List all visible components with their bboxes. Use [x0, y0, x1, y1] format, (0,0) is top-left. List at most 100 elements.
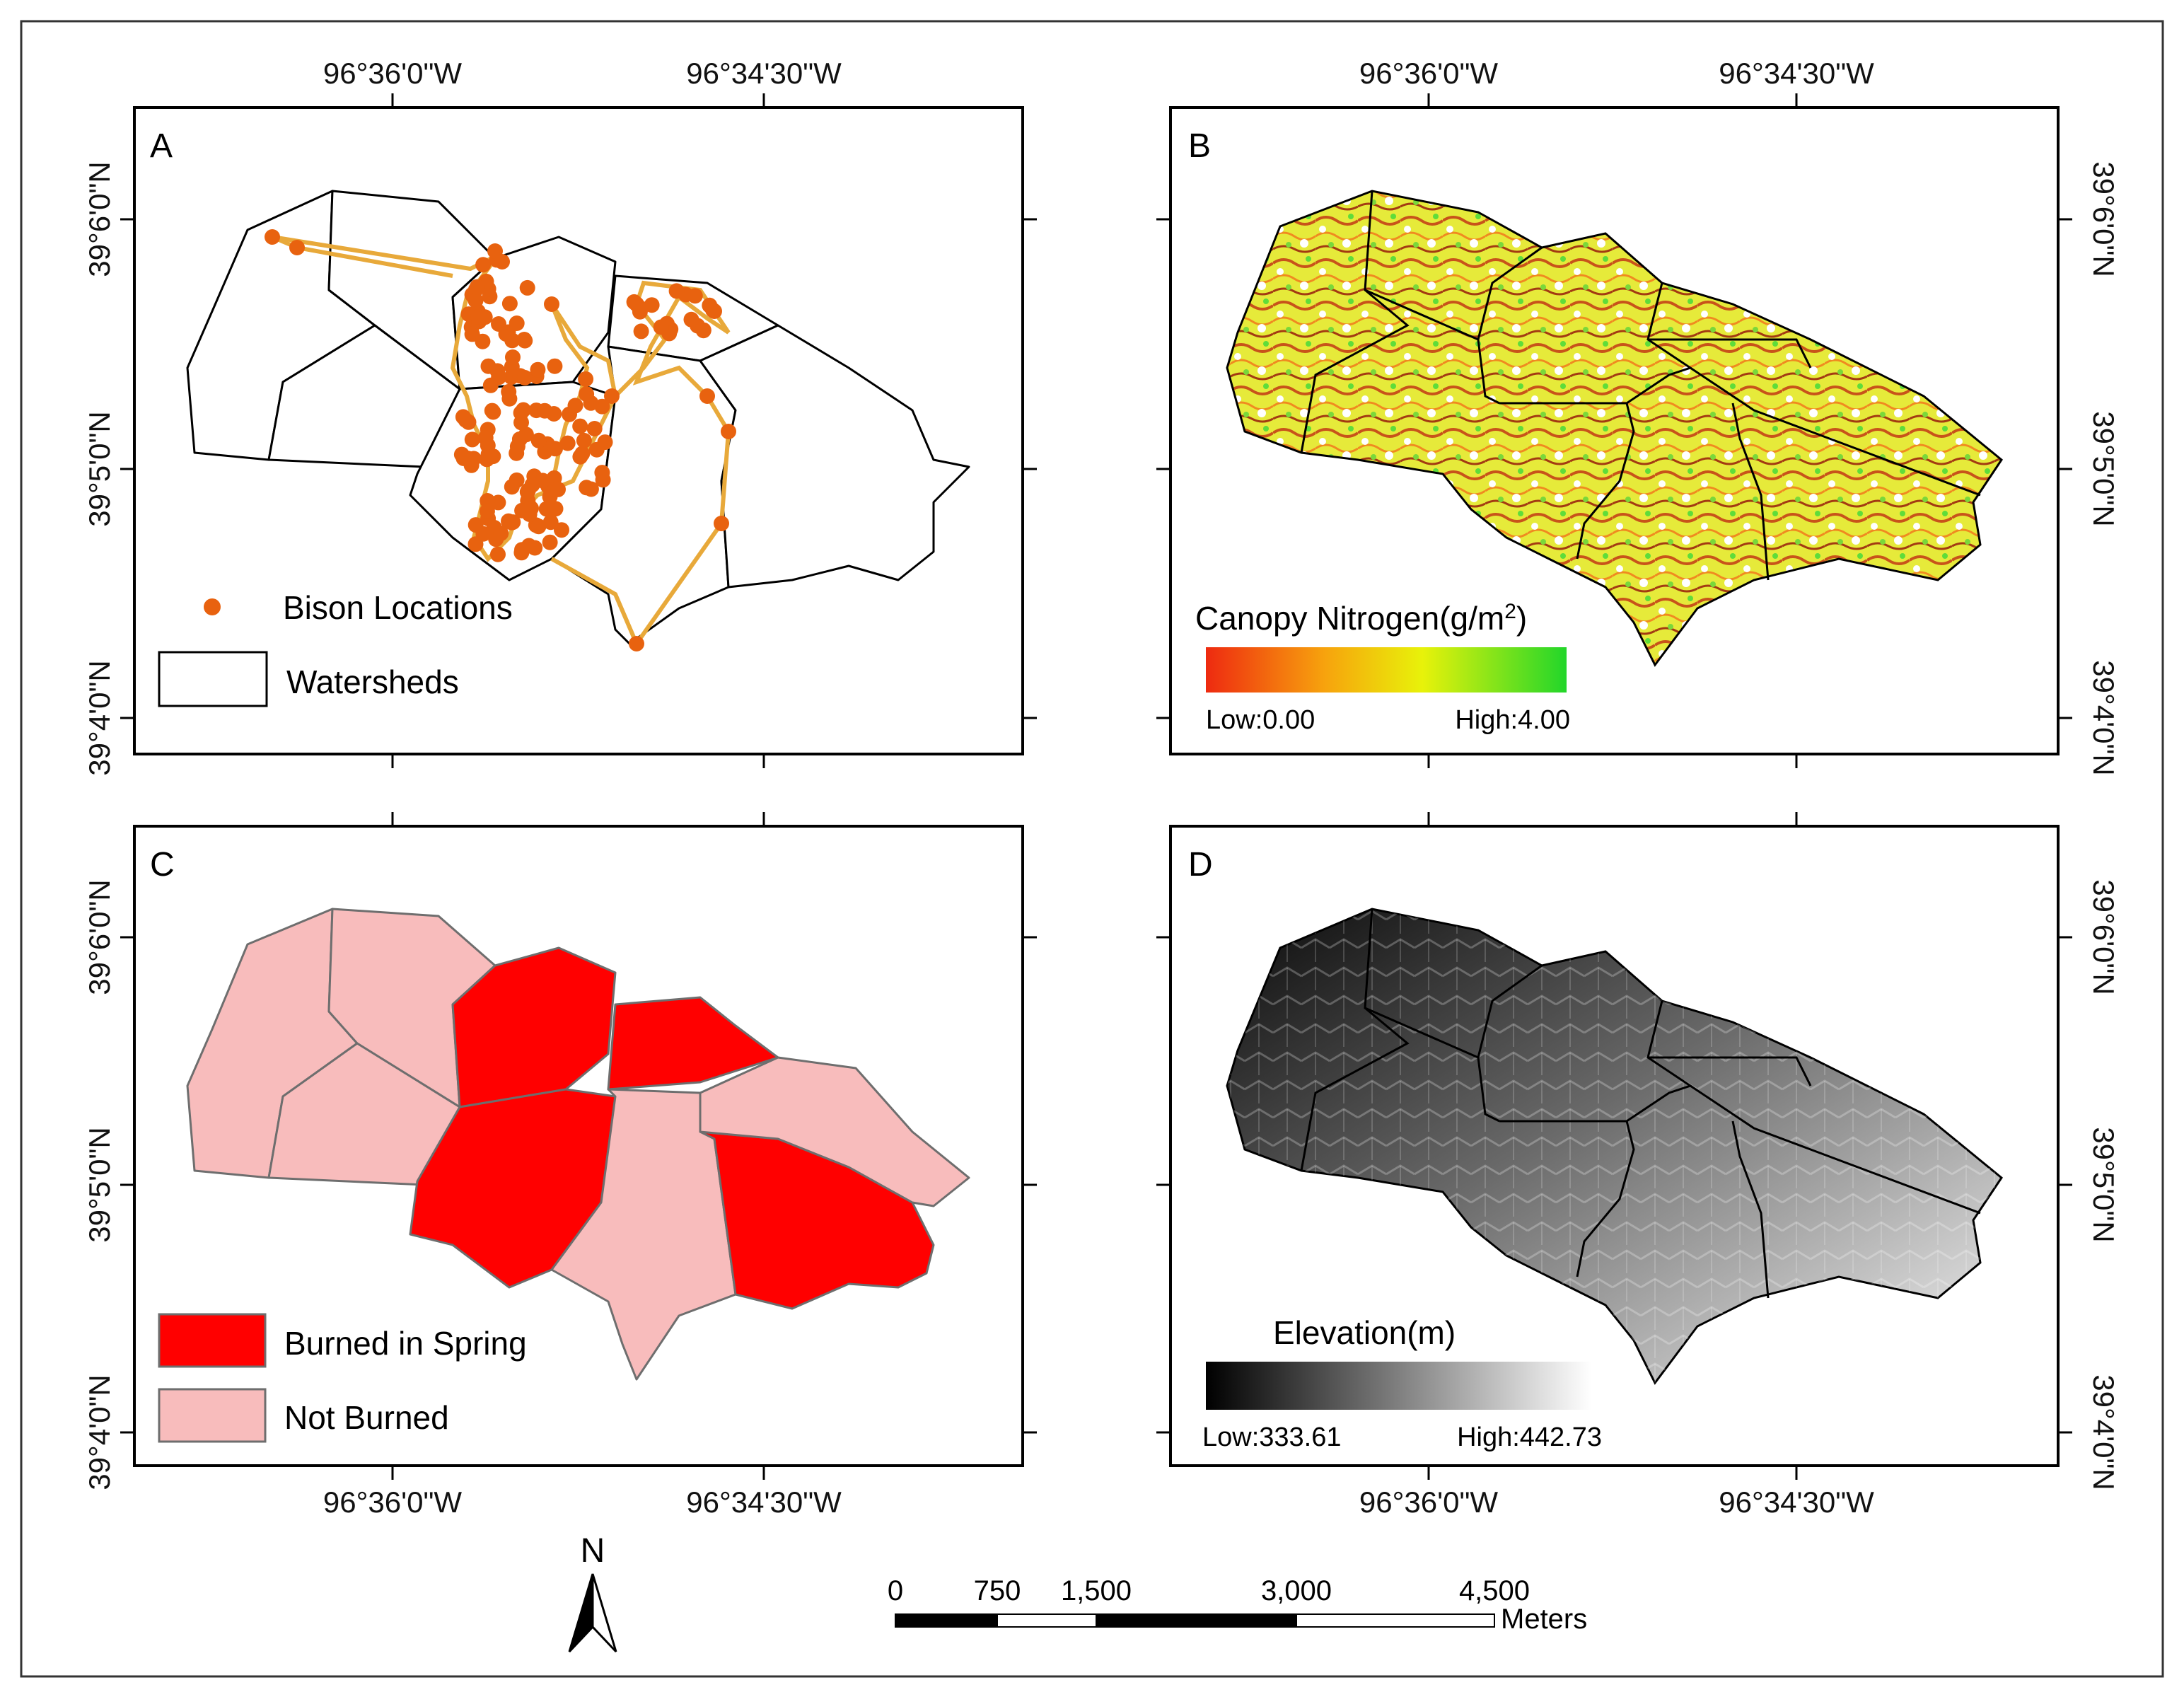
bison-location-point	[574, 446, 591, 462]
panel-c-lat-top: 39°6'0"N	[83, 879, 116, 995]
bison-location-point	[699, 388, 715, 404]
scale-bar: 0 750 1,500 3,000 4,500 Meters	[888, 1575, 1587, 1635]
bison-location-point	[484, 402, 500, 419]
panel-a-lat-mid: 39°5'0"N	[83, 411, 116, 527]
bison-location-point	[559, 435, 576, 451]
bison-location-point	[586, 421, 603, 436]
bison-location-point	[547, 501, 564, 517]
bison-location-point	[467, 292, 484, 308]
legend-elevation-low: Low:333.61	[1202, 1422, 1342, 1452]
panel-a-label: A	[150, 127, 173, 165]
bison-location-point	[467, 517, 484, 533]
panel-c-label: C	[150, 846, 175, 883]
panel-d-lat-top: 39°6'0"N	[2087, 879, 2120, 995]
bison-location-point	[519, 279, 535, 296]
bison-location-point	[537, 402, 553, 419]
bison-location-point	[572, 418, 588, 434]
bison-location-point	[516, 369, 533, 386]
bison-location-point	[509, 315, 525, 331]
panel-a-ticks	[120, 93, 1037, 768]
panel-a-lon-west: 96°36'0"W	[323, 57, 463, 90]
bison-location-point	[629, 296, 644, 312]
panel-c-lat-mid: 39°5'0"N	[83, 1127, 116, 1243]
bison-location-point	[530, 361, 546, 378]
legend-burned-symbol	[158, 1313, 267, 1368]
bison-location-point	[501, 296, 518, 312]
bison-location-point	[477, 309, 493, 325]
scale-unit: Meters	[1501, 1604, 1587, 1635]
panel-d-lon-west: 96°36'0"W	[1359, 1485, 1499, 1519]
panel-b-watershed-lines	[1300, 190, 1981, 581]
bison-location-point	[530, 432, 547, 448]
bison-location-point	[467, 536, 484, 552]
panel-a-lon-east: 96°34'30"W	[686, 57, 842, 90]
panel-d-legend: Elevation(m) Low:333.61 High:442.73	[1202, 1314, 1602, 1452]
bison-location-point	[683, 311, 699, 328]
panel-c-watersheds	[186, 908, 970, 1381]
bison-location-point	[583, 481, 599, 497]
bison-location-point	[265, 229, 280, 245]
bison-location-point	[567, 398, 583, 414]
panel-a: A Bison Locations Watersheds	[83, 57, 1037, 776]
legend-elevation-title: Elevation(m)	[1273, 1314, 1456, 1351]
bison-location-point	[578, 371, 594, 387]
legend-elevation-ramp	[1206, 1362, 1591, 1410]
bison-location-point	[550, 481, 566, 497]
bison-location-point	[530, 518, 547, 535]
panel-d-lat-mid: 39°5'0"N	[2087, 1127, 2120, 1243]
panel-c-legend: Burned in Spring Not Burned	[158, 1313, 527, 1443]
bison-location-point	[668, 283, 685, 299]
panel-a-lat-top: 39°6'0"N	[83, 161, 116, 277]
bison-location-point	[501, 513, 516, 529]
legend-nitrogen-ramp	[1206, 647, 1567, 693]
bison-location-point	[633, 323, 649, 340]
panel-b-legend: Canopy Nitrogen(g/m2) Low:0.00 High:4.00	[1195, 600, 1570, 735]
panel-c-lat-bottom: 39°4'0"N	[83, 1374, 116, 1490]
panel-d-lon-east: 96°34'30"W	[1719, 1485, 1874, 1519]
north-arrow-icon	[568, 1573, 617, 1653]
bison-location-point	[721, 424, 736, 439]
legend-watershed-symbol	[158, 651, 268, 707]
panel-d-label: D	[1188, 846, 1213, 883]
bison-location-point	[517, 332, 533, 349]
bison-location-point	[714, 516, 729, 531]
watershed-burned	[409, 1088, 617, 1289]
panel-c-lon-west: 96°36'0"W	[323, 1485, 463, 1519]
panel-b-lat-bottom: 39°4'0"N	[2087, 660, 2120, 776]
scale-tick-0: 0	[888, 1575, 903, 1606]
bison-location-point	[687, 288, 703, 304]
bison-location-point	[514, 502, 530, 518]
bison-location-point	[544, 296, 559, 312]
bison-location-point	[579, 386, 595, 402]
legend-not-burned-label: Not Burned	[284, 1399, 449, 1436]
bison-location-point	[604, 388, 620, 404]
panel-c: C Burned in Spring Not Burned 96°36'0"W …	[83, 812, 1037, 1519]
legend-nitrogen-high: High:4.00	[1455, 705, 1570, 735]
scale-tick-750: 750	[974, 1575, 1021, 1606]
bison-location-point	[542, 514, 559, 531]
legend-nitrogen-title: Canopy Nitrogen(g/m2)	[1195, 600, 1527, 637]
bison-location-point	[629, 636, 644, 651]
bison-location-point	[453, 446, 470, 463]
watershed-not-burned	[699, 1056, 970, 1207]
bison-location-point	[482, 377, 499, 393]
panel-a-lat-bottom: 39°4'0"N	[83, 660, 116, 776]
legend-not-burned-symbol	[158, 1388, 267, 1443]
panel-d-lat-bottom: 39°4'0"N	[2087, 1374, 2120, 1490]
bison-location-point	[520, 482, 536, 499]
bison-location-point	[455, 409, 471, 425]
bison-location-point	[493, 525, 509, 541]
bison-location-point	[475, 333, 491, 349]
panel-b-lat-top: 39°6'0"N	[2087, 161, 2120, 277]
panel-d-ticks	[1156, 812, 2072, 1480]
bison-location-point	[477, 430, 494, 446]
bison-location-point	[469, 279, 485, 295]
bison-location-point	[554, 522, 569, 538]
panel-d: D Elevation(m) Low:333.61 High:442.73	[1156, 812, 2120, 1519]
panel-c-lon-east: 96°34'30"W	[686, 1485, 842, 1519]
panel-b-label: B	[1188, 127, 1211, 165]
bison-location-point	[485, 448, 501, 465]
panel-b: B Canopy Nitrogen(g/m2) Low:0.00 High:4.…	[1156, 57, 2120, 776]
bison-location-point	[475, 257, 492, 273]
